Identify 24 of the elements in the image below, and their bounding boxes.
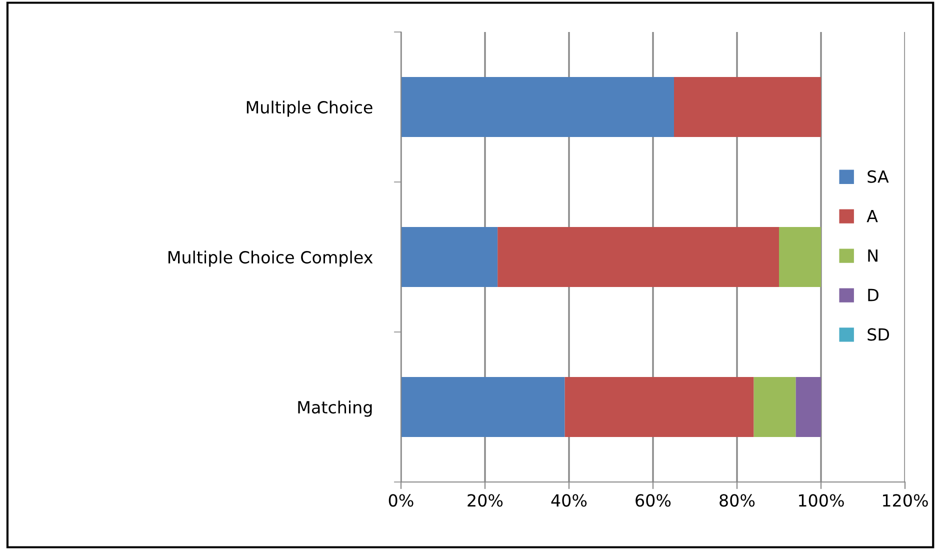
bar bbox=[674, 77, 821, 137]
y-tick-label: Multiple Choice bbox=[246, 100, 372, 117]
legend-label: N bbox=[868, 249, 878, 262]
bar bbox=[754, 377, 796, 437]
y-tick-label: Multiple Choice Complex bbox=[168, 250, 373, 267]
bar bbox=[401, 377, 565, 437]
bar bbox=[401, 77, 674, 137]
legend-label: A bbox=[866, 210, 878, 222]
x-tick-label: 100% bbox=[799, 494, 844, 507]
bar bbox=[796, 377, 821, 437]
bar bbox=[564, 377, 754, 437]
bar bbox=[779, 227, 821, 287]
bar bbox=[401, 227, 498, 287]
bar bbox=[498, 227, 779, 287]
x-tick-label: 60% bbox=[636, 494, 671, 507]
x-tick-label: 120% bbox=[883, 494, 928, 507]
x-tick-label: 0% bbox=[388, 494, 414, 507]
legend-label: SD bbox=[868, 328, 890, 341]
x-tick-label: 20% bbox=[468, 494, 503, 507]
x-tick-label: 40% bbox=[551, 494, 587, 507]
x-tick-label: 80% bbox=[720, 494, 755, 507]
legend-label: D bbox=[868, 288, 878, 302]
y-tick-label: Matching bbox=[298, 400, 372, 417]
legend-label: SA bbox=[868, 170, 889, 183]
